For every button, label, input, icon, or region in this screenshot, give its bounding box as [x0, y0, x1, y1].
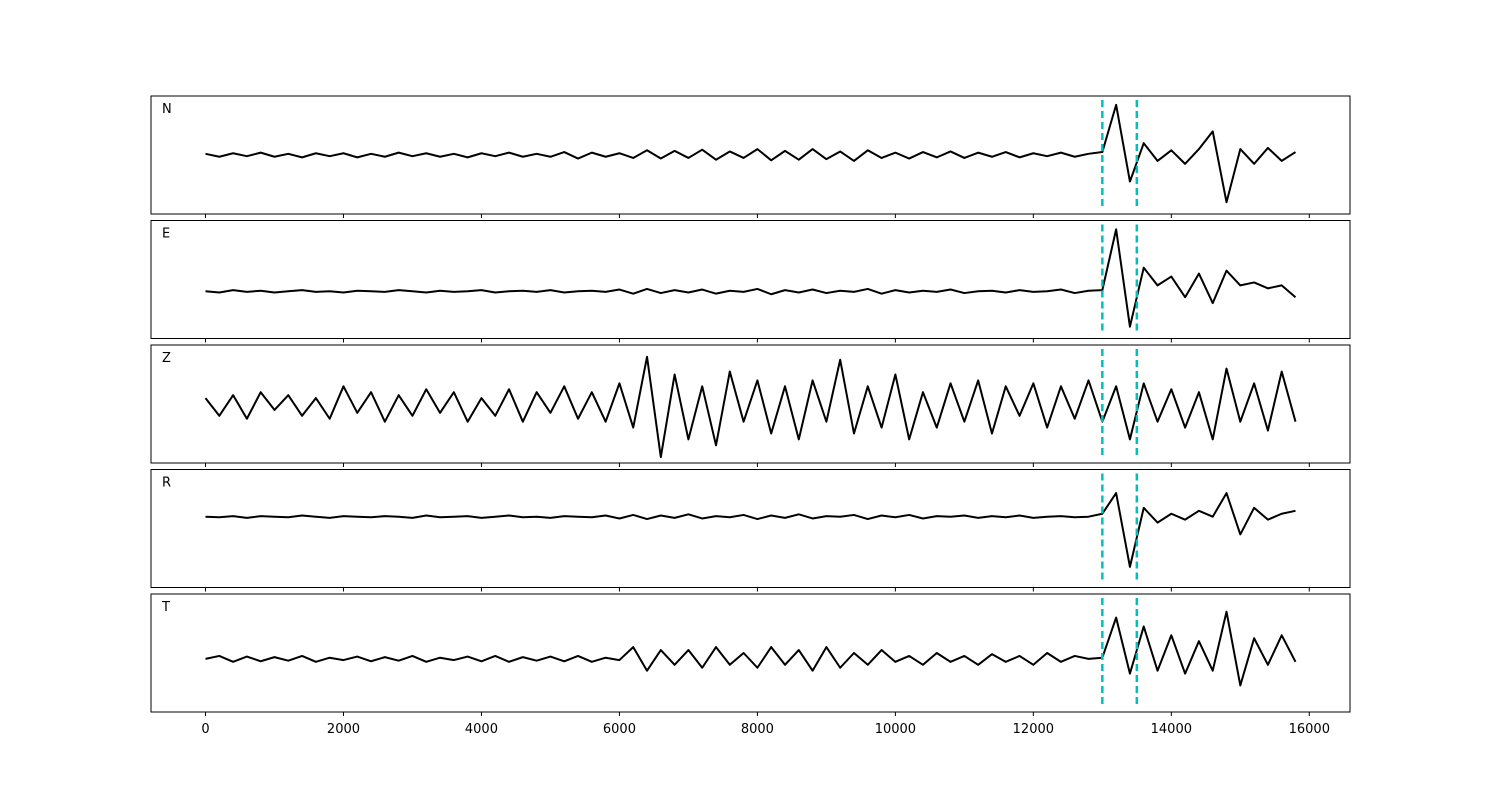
panel-frame	[150, 593, 1351, 713]
trace	[205, 492, 1296, 568]
panel-frame	[150, 220, 1351, 339]
panel-frame	[150, 344, 1351, 464]
x-tick-label: 2000	[327, 722, 360, 737]
x-tick-label: 12000	[1013, 722, 1054, 737]
x-tick-label: 8000	[741, 722, 774, 737]
x-tick-label: 14000	[1151, 722, 1192, 737]
panel-frame	[150, 469, 1351, 588]
x-tick-label: 6000	[603, 722, 636, 737]
trace	[205, 610, 1297, 687]
panel-label: E	[162, 227, 170, 242]
panel-label: R	[162, 476, 171, 491]
x-tick-label: 10000	[875, 722, 916, 737]
panel-label: T	[161, 600, 170, 615]
panel-frame	[150, 95, 1351, 215]
x-tick-label: 0	[201, 722, 209, 737]
x-tick-label: 4000	[465, 722, 498, 737]
panel-label: Z	[162, 351, 171, 366]
trace	[205, 103, 1297, 204]
panel-label: N	[162, 102, 172, 117]
x-tick-label: 16000	[1289, 722, 1330, 737]
trace	[205, 228, 1297, 328]
trace	[204, 355, 1297, 459]
